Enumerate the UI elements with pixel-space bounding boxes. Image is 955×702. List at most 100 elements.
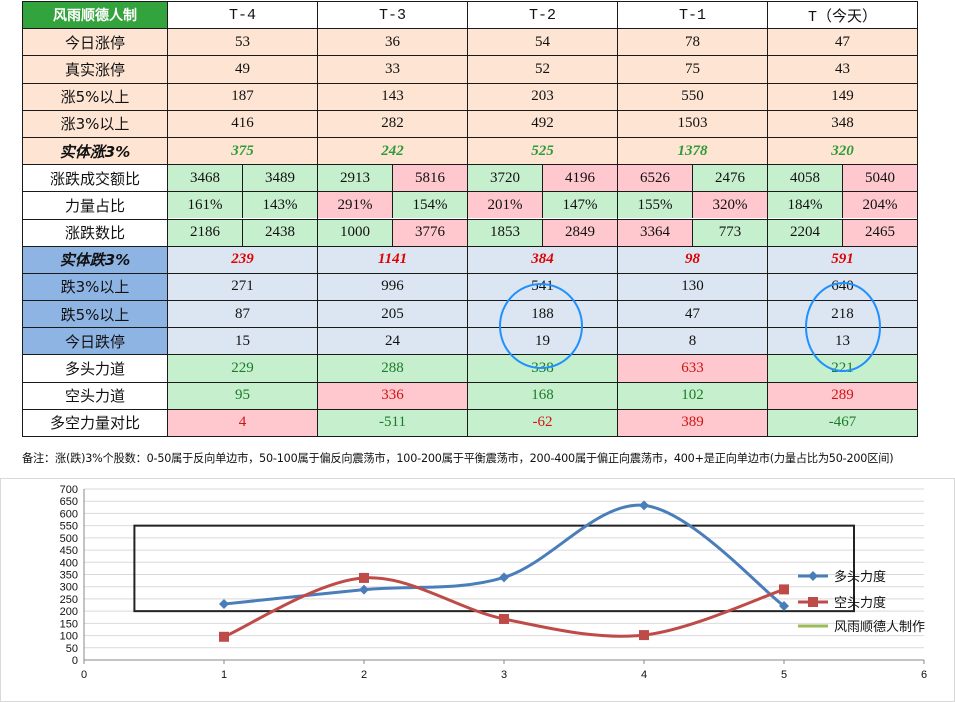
stat-cell: 384 [467, 245, 618, 274]
data-point [359, 584, 369, 595]
column-header: T（今天） [767, 0, 918, 30]
x-tick-label: 3 [501, 669, 507, 681]
up-stat-row: 真实涨停 49 33 52 75 43 [22, 55, 918, 84]
down-value: 2438 [242, 220, 317, 246]
legend-marker [808, 571, 818, 581]
highlight-circle-t [805, 282, 881, 372]
x-tick-label: 2 [361, 669, 367, 681]
ratio-cell: 2913 5816 [317, 164, 468, 193]
ratio-cell: 2186 2438 [167, 218, 318, 247]
stat-cell: 98 [617, 245, 768, 274]
down-value: 4196 [542, 165, 617, 191]
stat-cell: 24 [317, 327, 468, 356]
down-value: 3776 [392, 220, 467, 246]
row-label: 真实涨停 [22, 55, 168, 84]
stat-cell: 996 [317, 272, 468, 302]
down-value: 204% [842, 192, 917, 218]
y-tick-label: 0 [72, 655, 78, 667]
stat-cell: 242 [317, 136, 468, 166]
highlight-circle-t2 [499, 283, 583, 369]
stat-cell: 550 [617, 82, 768, 111]
row-label: 多头力道 [22, 354, 168, 383]
ratio-cell: 201% 147% [467, 191, 618, 220]
down-value: 5816 [392, 165, 467, 191]
up-value: 184% [768, 192, 842, 218]
stat-cell: 203 [467, 82, 618, 111]
series-line [223, 503, 785, 608]
y-tick-label: 250 [60, 594, 78, 606]
x-tick-label: 6 [921, 669, 927, 681]
stat-cell: 33 [317, 55, 468, 84]
x-tick-label: 0 [81, 669, 87, 681]
row-label: 实体跌3% [22, 245, 168, 274]
up-stat-row: 涨3%以上 416 282 492 1503 348 [22, 109, 918, 138]
down-value: 147% [542, 192, 617, 218]
stat-cell: 282 [317, 109, 468, 138]
row-label: 跌5%以上 [22, 300, 168, 329]
row-label: 多空力量对比 [22, 408, 168, 438]
down-stat-row: 跌3%以上 271 996 541 130 640 [22, 272, 918, 302]
stat-cell: 36 [317, 28, 468, 57]
stat-cell: 525 [467, 136, 618, 166]
stat-cell: 1378 [617, 136, 768, 166]
up-value: 201% [468, 192, 542, 218]
row-label: 力量占比 [22, 191, 168, 220]
y-tick-label: 50 [66, 643, 78, 655]
data-point [779, 601, 789, 612]
ratio-row: 涨跌数比 2186 2438 1000 3776 1853 2849 3364 773 2204 2… [22, 218, 918, 247]
y-tick-label: 350 [60, 570, 78, 582]
y-tick-label: 650 [60, 496, 78, 508]
row-label: 空头力道 [22, 381, 168, 410]
stat-cell: 416 [167, 109, 318, 138]
table-title: 风雨顺德人制 [22, 0, 168, 30]
up-value: 161% [168, 192, 242, 218]
data-point [499, 613, 509, 624]
down-value: 3489 [242, 165, 317, 191]
stat-cell: 205 [317, 300, 468, 329]
legend-label: 多头力度 [834, 569, 886, 585]
row-label: 跌3%以上 [22, 272, 168, 302]
up-stat-row: 今日涨停 53 36 54 78 47 [22, 28, 918, 57]
down-value: 5040 [842, 165, 917, 191]
up-value: 3468 [168, 165, 242, 191]
row-label: 涨跌数比 [22, 218, 168, 247]
x-tick-label: 5 [781, 669, 787, 681]
stat-cell: 149 [767, 82, 918, 111]
y-tick-label: 450 [60, 545, 78, 557]
up-value: 3720 [468, 165, 542, 191]
stat-cell: 75 [617, 55, 768, 84]
stat-cell: 375 [167, 136, 318, 166]
ratio-cell: 6526 2476 [617, 164, 768, 193]
force-cell: 95 [167, 381, 318, 410]
y-tick-label: 500 [60, 533, 78, 545]
y-tick-label: 200 [60, 606, 78, 618]
data-point [219, 599, 229, 610]
stat-cell: 52 [467, 55, 618, 84]
annotation-box [133, 524, 855, 613]
force-cell: 168 [467, 381, 618, 410]
row-label: 涨跌成交额比 [22, 164, 168, 193]
y-tick-label: 300 [60, 582, 78, 594]
down-value: 154% [392, 192, 467, 218]
stat-cell: 1141 [317, 245, 468, 274]
up-value: 1000 [318, 220, 392, 246]
force-row: 多空力量对比 4 -511 -62 389 -467 [22, 408, 918, 438]
force-cell: 336 [317, 381, 468, 410]
stat-cell: 143 [317, 82, 468, 111]
down-stat-row: 今日跌停 15 24 19 8 13 [22, 327, 918, 356]
ratio-cell: 291% 154% [317, 191, 468, 220]
down-value: 143% [242, 192, 317, 218]
y-tick-label: 700 [60, 484, 78, 496]
stat-cell: 1503 [617, 109, 768, 138]
row-label: 涨3%以上 [22, 109, 168, 138]
down-value: 2476 [692, 165, 767, 191]
up-value: 6526 [618, 165, 692, 191]
down-value: 2465 [842, 220, 917, 246]
down-value: 320% [692, 192, 767, 218]
up-value: 2204 [768, 220, 842, 246]
force-cell: 102 [617, 381, 768, 410]
footnote: 备注：涨(跌)3%个股数：0-50属于反向单边市，50-100属于偏反向震荡市，… [22, 452, 894, 465]
up-value: 4058 [768, 165, 842, 191]
y-tick-label: 600 [60, 508, 78, 520]
stat-cell: 47 [617, 300, 768, 329]
